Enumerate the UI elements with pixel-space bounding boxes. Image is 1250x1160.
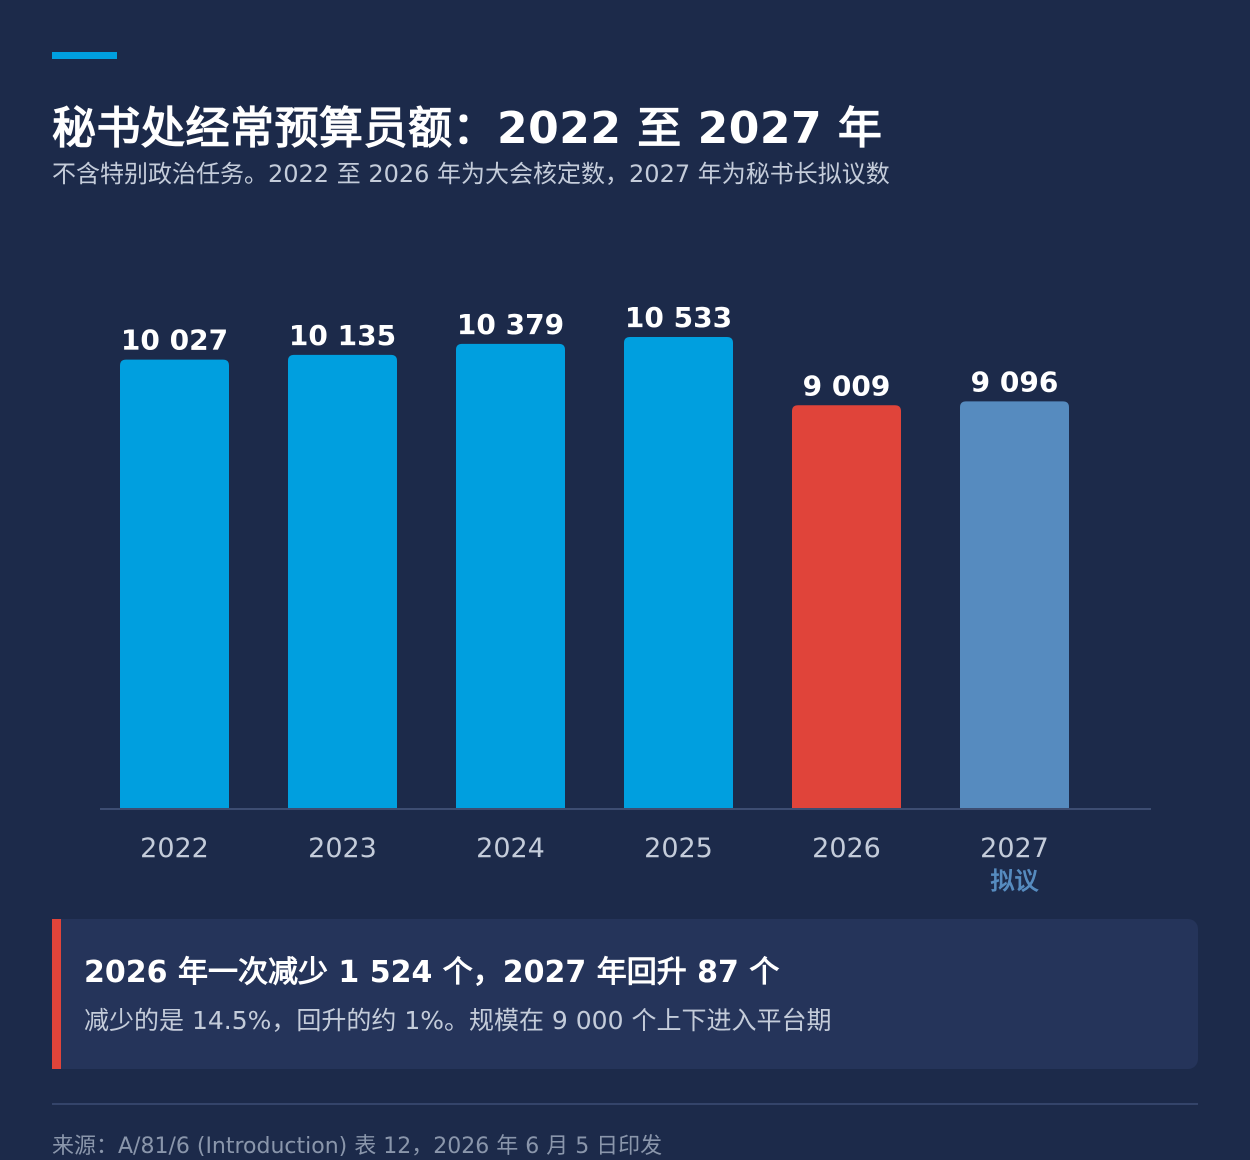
bar-2026 [792, 405, 901, 809]
bar-2022 [120, 359, 229, 809]
page-title: 秘书处经常预算员额：2022 至 2027 年 [52, 103, 883, 154]
value-label-2024: 10 379 [457, 308, 564, 341]
callout-title: 2026 年一次减少 1 524 个，2027 年回升 87 个 [84, 955, 780, 990]
callout-accent-stripe [52, 919, 61, 1069]
bar-2027 [960, 401, 1069, 809]
category-label-2023: 2023 [308, 833, 377, 864]
callout-body: 减少的是 14.5%，回升的约 1%。规模在 9 000 个上下进入平台期 [84, 1006, 832, 1035]
page-subtitle: 不含特别政治任务。2022 至 2026 年为大会核定数，2027 年为秘书长拟… [52, 160, 890, 188]
callout-box: 2026 年一次减少 1 524 个，2027 年回升 87 个 减少的是 14… [52, 919, 1198, 1069]
category-label-2022: 2022 [140, 833, 209, 864]
value-label-2026: 9 009 [803, 369, 891, 402]
footer-divider [52, 1103, 1198, 1105]
category-sublabel-2027: 拟议 [991, 867, 1040, 895]
title-accent-bar [52, 52, 117, 59]
category-label-2027: 2027 [980, 833, 1049, 864]
value-label-2025: 10 533 [625, 301, 732, 334]
value-label-2023: 10 135 [289, 319, 396, 352]
bar-chart: 10 027 2022 10 135 2023 10 379 2024 10 533 2025… [100, 301, 1151, 895]
category-label-2024: 2024 [476, 833, 545, 864]
bar-2025 [624, 337, 733, 809]
source-note: 来源：A/81/6 (Introduction) 表 12，2026 年 6 月… [52, 1134, 663, 1159]
category-label-2026: 2026 [812, 833, 881, 864]
value-label-2022: 10 027 [121, 324, 228, 357]
bar-2023 [288, 354, 397, 809]
value-label-2027: 9 096 [971, 365, 1059, 398]
category-label-2025: 2025 [644, 833, 713, 864]
bar-2024 [456, 343, 565, 809]
